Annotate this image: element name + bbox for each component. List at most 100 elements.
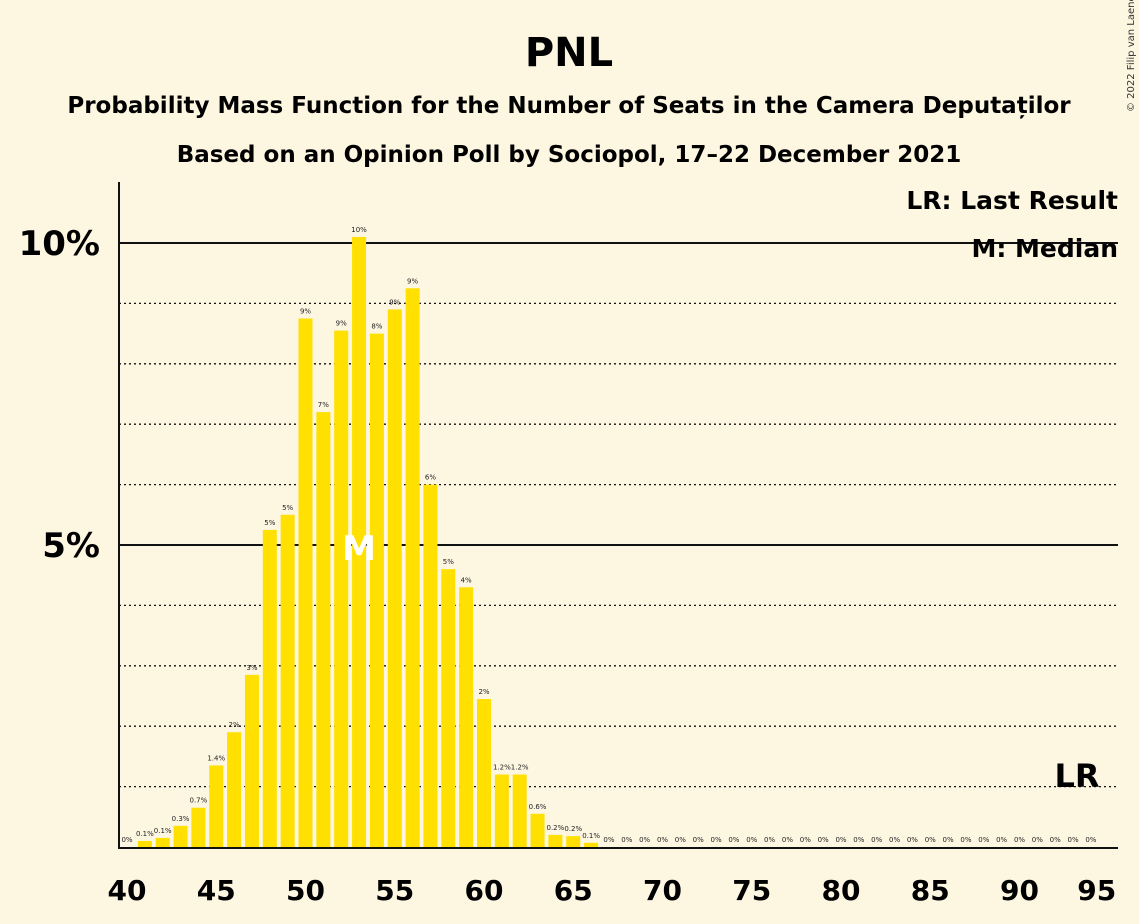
- bar-value-label: 0.7%: [190, 797, 208, 805]
- bar-value-label: 0.1%: [582, 832, 600, 840]
- x-tick-label: 90: [1000, 874, 1039, 907]
- bar: [155, 837, 170, 847]
- bar: [298, 318, 313, 847]
- bars-group: [137, 236, 599, 848]
- bar-value-label: 1.4%: [207, 754, 225, 762]
- bar: [405, 288, 420, 847]
- x-tick-label: 60: [465, 874, 504, 907]
- bar-value-label: 0%: [746, 836, 757, 844]
- bar-value-label: 0%: [800, 836, 811, 844]
- bar-value-label: 0%: [621, 836, 632, 844]
- bar: [209, 765, 224, 847]
- chart-title: PNL: [525, 30, 613, 76]
- bar-value-label: 1.2%: [511, 764, 529, 772]
- bar-value-label: 0%: [764, 836, 775, 844]
- legend-median: M: Median: [971, 234, 1118, 263]
- bar-value-label: 9%: [407, 277, 418, 285]
- bar-value-label: 0%: [960, 836, 971, 844]
- bar: [548, 834, 563, 847]
- bar-value-label: 7%: [318, 401, 329, 409]
- bar: [459, 587, 474, 847]
- bar: [477, 699, 491, 847]
- bar-value-label: 0%: [1085, 836, 1096, 844]
- bar-value-label: 1.2%: [493, 764, 511, 772]
- x-tick-label: 55: [375, 874, 414, 907]
- bar: [191, 807, 206, 847]
- bar: [316, 412, 331, 847]
- bar-value-label: 0%: [943, 836, 954, 844]
- bar: [494, 774, 509, 847]
- bar: [244, 674, 259, 847]
- bar: [137, 840, 152, 847]
- bar-value-label: 0%: [728, 836, 739, 844]
- bar-value-label: 0%: [996, 836, 1007, 844]
- bar-value-label: 10%: [351, 226, 367, 234]
- bar: [566, 836, 581, 847]
- legend-last-result: LR: Last Result: [906, 186, 1118, 215]
- x-tick-label: 45: [197, 874, 236, 907]
- bar: [584, 842, 599, 847]
- bar-value-label: 0%: [693, 836, 704, 844]
- bar-labels-group: 0%0.1% 0.1%0.3%0.7%1.4%2%3%5%5%9%7%9%10%8…: [121, 226, 1099, 844]
- bar: [227, 732, 242, 847]
- bar-value-label: 0%: [121, 836, 132, 844]
- bar-value-label: 0%: [1067, 836, 1078, 844]
- bar-value-label: 0%: [907, 836, 918, 844]
- bar: [262, 529, 277, 847]
- bar-value-label: 5%: [282, 504, 293, 512]
- bar-value-label: 0%: [835, 836, 846, 844]
- median-marker: M: [342, 529, 376, 569]
- bar-value-label: 3%: [246, 664, 257, 672]
- bar-value-label: 0%: [871, 836, 882, 844]
- bar: [173, 825, 188, 847]
- bar-value-label: 0%: [1050, 836, 1061, 844]
- bar-value-label: 2%: [478, 688, 489, 696]
- bar-value-label: 0%: [853, 836, 864, 844]
- x-tick-label: 50: [286, 874, 325, 907]
- bar-value-label: 0%: [782, 836, 793, 844]
- bar-value-label: 0.3%: [172, 815, 190, 823]
- bar: [387, 309, 402, 847]
- last-result-marker: LR: [1055, 757, 1100, 795]
- axes-group: 5% 10% 40 45 50 55 60 65 70 75 80 85 90 95: [19, 182, 1118, 907]
- bar-value-label: 9%: [389, 298, 400, 306]
- bar: [334, 330, 349, 848]
- bar-value-label: 0.1%: [154, 827, 172, 835]
- bar: [512, 774, 527, 847]
- bar-value-label: 0%: [818, 836, 829, 844]
- y-tick-label: 5%: [42, 526, 100, 566]
- bar-value-label: 0.1%: [136, 830, 154, 838]
- bar: [530, 813, 545, 847]
- bar: [441, 569, 456, 847]
- bar: [352, 236, 367, 847]
- bar-value-label: 0%: [925, 836, 936, 844]
- bar-value-label: 0%: [639, 836, 650, 844]
- bar-value-label: 0%: [710, 836, 721, 844]
- copyright-note: © 2022 Filip van Laenen: [1126, 0, 1137, 112]
- bar-value-label: 0%: [1014, 836, 1025, 844]
- chart-subtitle-source: Based on an Opinion Poll by Sociopol, 17…: [177, 142, 962, 168]
- bar-value-label: 0.2%: [564, 825, 582, 833]
- bar-value-label: 0.2%: [547, 824, 565, 832]
- bar-value-label: 4%: [461, 576, 472, 584]
- bar: [369, 333, 384, 848]
- bar-value-label: 0.6%: [529, 803, 547, 811]
- chart-subtitle: Probability Mass Function for the Number…: [67, 93, 1071, 119]
- bar-value-label: 9%: [300, 308, 311, 316]
- bar-value-label: 0%: [1032, 836, 1043, 844]
- bar-value-label: 6%: [425, 474, 436, 482]
- x-tick-label: 80: [822, 874, 861, 907]
- bar-value-label: 0%: [978, 836, 989, 844]
- bar: [280, 514, 295, 847]
- bar-value-label: 0%: [657, 836, 668, 844]
- y-tick-label: 10%: [19, 224, 100, 264]
- bar-value-label: 0%: [889, 836, 900, 844]
- x-tick-label: 75: [732, 874, 771, 907]
- x-tick-label: 85: [911, 874, 950, 907]
- x-tick-label: 70: [643, 874, 682, 907]
- bar-value-label: 8%: [371, 323, 382, 331]
- x-tick-label: 95: [1077, 874, 1116, 907]
- bar-value-label: 0%: [675, 836, 686, 844]
- x-tick-label: 40: [108, 874, 147, 907]
